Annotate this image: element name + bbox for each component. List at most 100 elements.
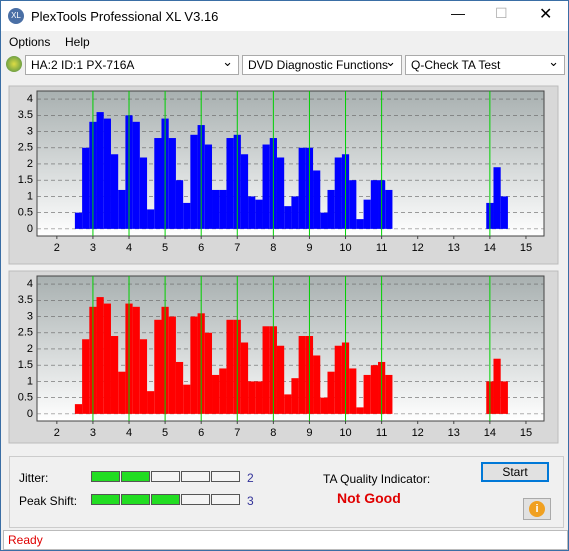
bar <box>298 336 306 414</box>
bar <box>370 365 379 414</box>
bar <box>118 371 126 414</box>
bar <box>212 374 220 414</box>
x-tick-label: 9 <box>306 242 312 254</box>
y-tick-label: 1.5 <box>18 359 33 371</box>
bar <box>154 319 162 414</box>
bar <box>103 118 111 229</box>
bar <box>313 170 321 229</box>
y-tick-label: 2.5 <box>18 142 33 154</box>
bar <box>385 189 393 229</box>
y-tick-label: 1 <box>27 375 33 387</box>
status-text: Ready <box>8 533 43 547</box>
indicator-segment <box>181 494 210 505</box>
bar <box>204 332 213 414</box>
drive-icon <box>6 56 22 72</box>
bar <box>110 336 119 414</box>
x-tick-label: 2 <box>54 427 60 439</box>
x-tick-label: 3 <box>90 427 96 439</box>
bar <box>284 206 292 229</box>
indicator-segment <box>151 494 180 505</box>
bar <box>493 167 501 229</box>
indicator-value: 2 <box>247 471 254 485</box>
x-tick-label: 8 <box>270 427 276 439</box>
quality-result: Not Good <box>337 490 401 506</box>
bar <box>248 196 256 229</box>
function-select[interactable]: DVD Diagnostic Functions <box>242 54 402 75</box>
x-tick-label: 3 <box>90 242 96 254</box>
bar <box>118 189 126 229</box>
x-tick-label: 13 <box>448 427 460 439</box>
x-tick-label: 10 <box>339 242 351 254</box>
bar <box>284 394 292 414</box>
x-tick-label: 15 <box>520 242 532 254</box>
indicator-segment <box>121 494 150 505</box>
bar <box>110 154 119 229</box>
charts: 00.511.522.533.542 3 4 5 6 7 8 9 10 11 12 13 14 1500.… <box>8 85 559 444</box>
x-tick-label: 10 <box>339 427 351 439</box>
bar <box>183 384 191 414</box>
bar <box>291 196 299 229</box>
y-tick-label: 0 <box>27 408 33 420</box>
bar <box>154 138 162 229</box>
app-icon: XL <box>8 8 24 24</box>
bar <box>132 121 140 229</box>
y-tick-label: 1 <box>27 190 33 202</box>
x-tick-label: 6 <box>198 427 204 439</box>
bar <box>356 407 364 414</box>
indicator-segment <box>211 471 240 482</box>
bar <box>240 154 249 229</box>
x-tick-label: 7 <box>234 427 240 439</box>
bar <box>240 342 249 414</box>
menu-item[interactable]: Options <box>9 35 51 49</box>
bar <box>313 355 321 414</box>
x-tick-label: 5 <box>162 242 168 254</box>
x-tick-label: 4 <box>126 427 132 439</box>
bar <box>175 180 184 229</box>
indicator-segment <box>181 471 210 482</box>
x-tick-label: 14 <box>484 427 496 439</box>
y-tick-label: 0.5 <box>18 392 33 404</box>
y-tick-label: 1.5 <box>18 174 33 186</box>
drive-select[interactable]: HA:2 ID:1 PX-716A <box>25 54 239 75</box>
bar <box>175 361 184 414</box>
bar <box>262 326 270 414</box>
x-tick-label: 4 <box>126 242 132 254</box>
info-button[interactable]: i <box>523 498 551 520</box>
y-tick-label: 4 <box>27 278 33 290</box>
title-bar: XL PlexTools Professional XL V3.16 — ☐ ✕ <box>1 1 568 31</box>
bar <box>147 391 155 414</box>
bar <box>226 319 234 414</box>
x-tick-label: 12 <box>412 242 424 254</box>
y-tick-label: 3 <box>27 310 33 322</box>
bar <box>96 112 104 229</box>
maximize[interactable]: ☐ <box>495 5 508 21</box>
bar <box>493 358 501 414</box>
x-tick-label: 13 <box>448 242 460 254</box>
close[interactable]: ✕ <box>539 6 553 23</box>
x-tick-label: 12 <box>412 427 424 439</box>
bar <box>219 189 227 229</box>
bar <box>327 371 335 414</box>
bar <box>356 219 364 229</box>
bar <box>190 316 198 414</box>
result-panel <box>9 456 564 528</box>
start-button[interactable]: Start <box>481 462 549 482</box>
x-tick-label: 11 <box>376 427 387 439</box>
menu-item[interactable]: Help <box>65 35 90 49</box>
indicator-value: 3 <box>247 494 254 508</box>
bar <box>248 381 256 414</box>
minimize[interactable]: — <box>451 5 465 21</box>
bar <box>204 144 213 229</box>
y-tick-label: 0.5 <box>18 207 33 219</box>
quality-label: TA Quality Indicator: <box>323 472 431 486</box>
test-select[interactable]: Q-Check TA Test <box>405 54 565 75</box>
bar <box>500 381 508 414</box>
bar <box>334 345 342 414</box>
bar <box>262 144 270 229</box>
bar <box>190 134 198 229</box>
bar <box>349 180 357 229</box>
y-tick-label: 3.5 <box>18 294 33 306</box>
y-tick-label: 0 <box>27 223 33 235</box>
bar <box>132 306 140 414</box>
